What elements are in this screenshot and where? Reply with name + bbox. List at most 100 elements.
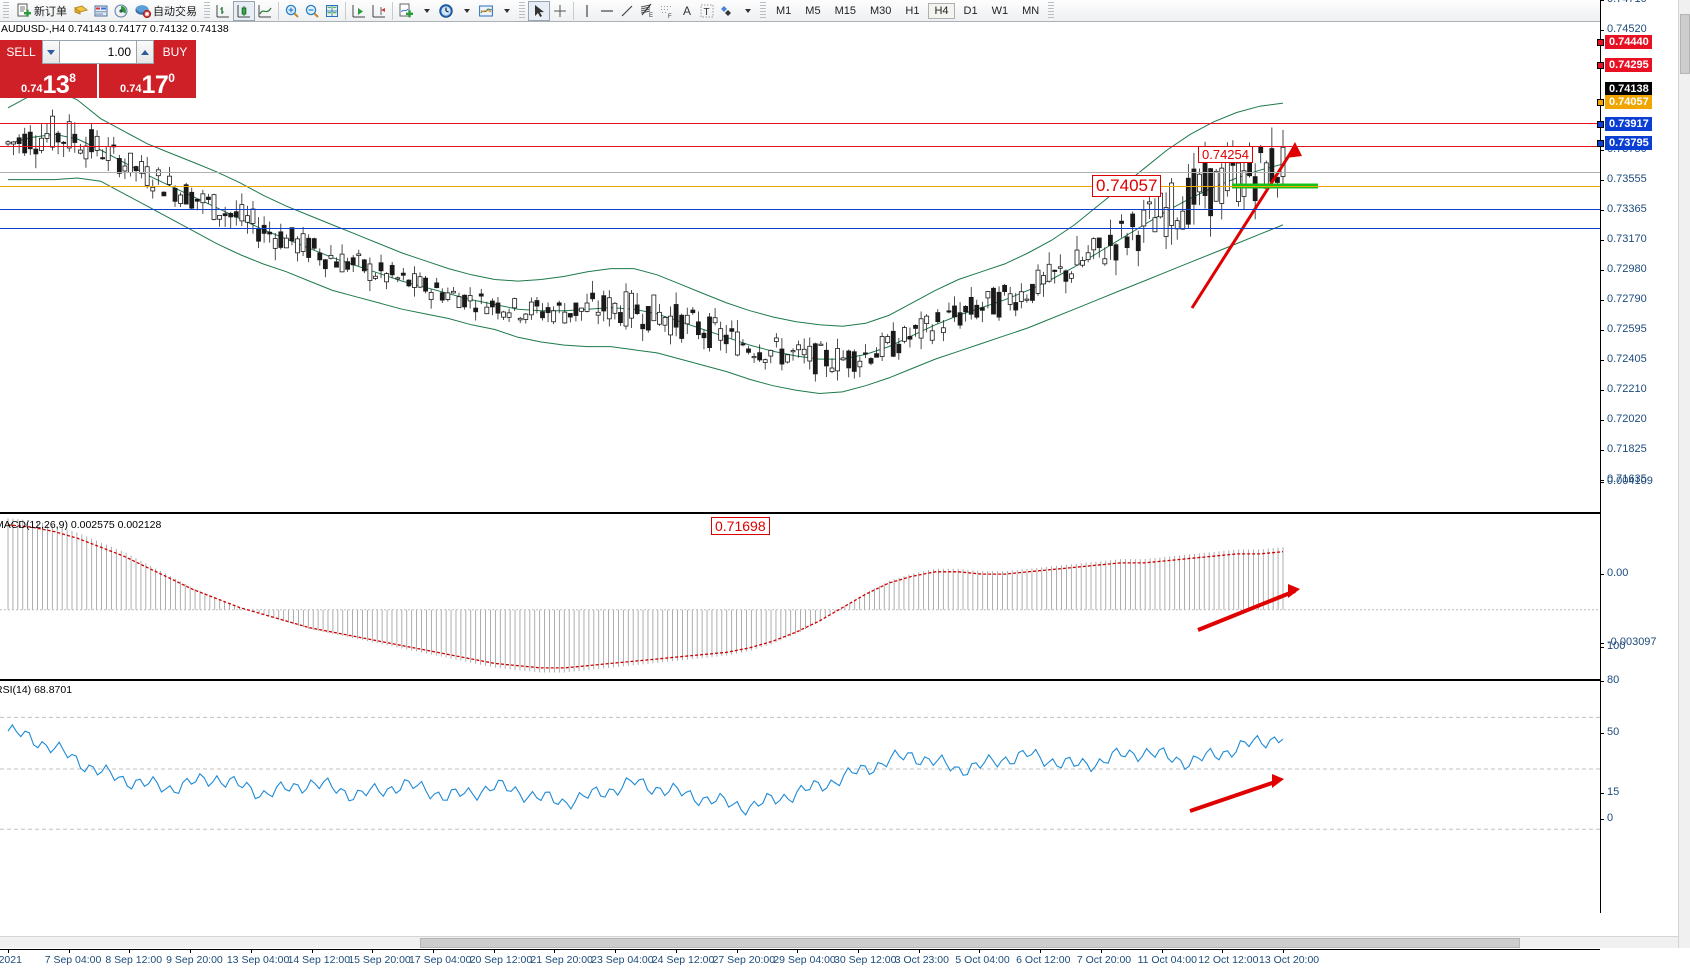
timeframe-m15[interactable]: M15 [834,4,856,17]
timeframe-m5[interactable]: M5 [805,4,821,17]
price-chart-svg [5,88,1318,395]
volume-input[interactable]: 1.00 [60,40,136,64]
chart-area[interactable]: 0.74254 0.74057 0.71698 MACD(12,26,9) 0.… [0,36,1600,966]
level-label-073917-handle[interactable] [1597,120,1604,128]
sell-price-prefix: 0.74 [21,83,43,95]
templates-button[interactable] [476,1,496,21]
candle-body [367,263,373,281]
crosshair-button[interactable] [550,1,570,21]
candle-body [824,349,829,367]
horizontal-line-button[interactable] [597,1,617,21]
candle-body [985,291,991,299]
candle-body [144,166,150,186]
volume-increase-button[interactable] [136,40,154,64]
candle-body [801,348,807,356]
timeframe-d1[interactable]: D1 [963,4,978,17]
shapes-dropdown[interactable] [737,1,757,21]
candle-body [807,345,813,362]
indicators-button[interactable] [396,1,416,21]
timeframe-h1[interactable]: H1 [905,4,920,17]
zoom-in-button[interactable] [282,1,302,21]
text-button[interactable]: A [677,1,697,21]
channel-button[interactable]: F [657,1,677,21]
new-order-label: 新订单 [34,5,67,18]
shapes-button[interactable] [717,1,737,21]
time-label: 13 Sep 04:00 [226,954,290,966]
sell-button[interactable]: SELL [0,40,42,64]
candle-body [896,343,902,354]
vertical-scrollbar-thumb[interactable] [1680,14,1690,74]
toolbar-grip-5[interactable] [1048,1,1055,20]
trendline-button[interactable] [617,1,637,21]
level-label-074295-handle[interactable] [1597,61,1604,69]
candle-body [345,261,351,270]
candle-body [1258,146,1264,154]
candle-body [328,255,334,259]
candle-body [1074,249,1080,266]
one-click-trading-panel[interactable]: SELL 1.00 BUY 0.74 13 8 0.74 17 0 [0,40,196,98]
svg-text:E: E [649,13,653,19]
candle-body [261,224,267,234]
text-label-button[interactable]: T [697,1,717,21]
time-gridmark [493,950,495,953]
macd-pane[interactable]: MACD(12,26,9) 0.002575 0.002128 [0,518,1600,681]
volume-decrease-button[interactable] [42,40,60,64]
toolbar-grip-3[interactable] [519,1,525,20]
candle-body [573,302,579,316]
market-watch-button[interactable] [91,1,111,21]
candle-body [1018,291,1024,302]
buy-button[interactable]: BUY [154,40,196,64]
cursor-button[interactable] [528,0,550,21]
timeframe-mn[interactable]: MN [1022,4,1040,17]
candlestick-chart-button[interactable] [233,0,255,21]
tile-windows-button[interactable] [322,1,342,21]
horizontal-scrollbar-thumb[interactable] [420,938,1520,948]
candle-body [1091,238,1097,251]
candle-body [451,290,456,294]
candle-body [105,146,111,161]
candle-body [718,328,724,341]
candle-body [439,292,445,301]
price-pane[interactable]: 0.74254 0.74057 0.71698 [0,36,1600,535]
candle-body [467,295,473,302]
sell-price[interactable]: 0.74 13 8 [0,64,99,98]
period-dropdown[interactable] [456,1,476,21]
autotrade-button[interactable]: 自动交易 [131,1,201,21]
price-scale[interactable]: 0.747100.745200.737500.735550.733650.731… [1597,0,1690,913]
profiles-button[interactable] [71,1,91,21]
chart-shift-button[interactable] [369,1,389,21]
candle-body [66,121,72,149]
time-label: 24 Sep 12:00 [651,954,715,966]
candle-body [645,306,651,331]
candle-body [128,152,133,173]
vertical-scrollbar[interactable] [1678,0,1690,948]
level-label-074057-handle[interactable] [1597,98,1604,106]
time-gridmark [311,950,313,953]
toolbar-grip-4[interactable] [760,1,766,20]
fibonacci-button[interactable]: E [637,1,657,21]
timeframe-m1[interactable]: M1 [776,4,792,17]
level-label-074440-handle[interactable] [1597,39,1604,47]
toolbar-grip[interactable] [3,1,9,20]
bar-chart-button[interactable] [213,1,233,21]
new-order-button[interactable]: 新订单 [12,1,71,21]
candle-body [885,336,891,344]
rsi-pane[interactable]: RSI(14) 68.8701 [0,683,1600,858]
templates-dropdown[interactable] [496,1,516,21]
horizontal-scrollbar[interactable] [0,936,1678,948]
timeframe-w1[interactable]: W1 [991,4,1009,17]
toolbar-grip-2[interactable] [204,1,210,20]
timeframe-h4[interactable]: H4 [928,2,955,19]
buy-price[interactable]: 0.74 17 0 [99,64,196,98]
auto-scroll-button[interactable] [349,1,369,21]
indicators-dropdown[interactable] [416,1,436,21]
navigator-button[interactable] [111,1,131,21]
vertical-line-button[interactable] [577,1,597,21]
level-label-073795-handle[interactable] [1597,139,1604,147]
candle-body [378,262,384,272]
line-chart-button[interactable] [255,1,275,21]
candle-body [39,137,44,151]
period-button[interactable] [436,1,456,21]
timeframe-m30[interactable]: M30 [869,4,892,17]
zoom-out-button[interactable] [302,1,322,21]
